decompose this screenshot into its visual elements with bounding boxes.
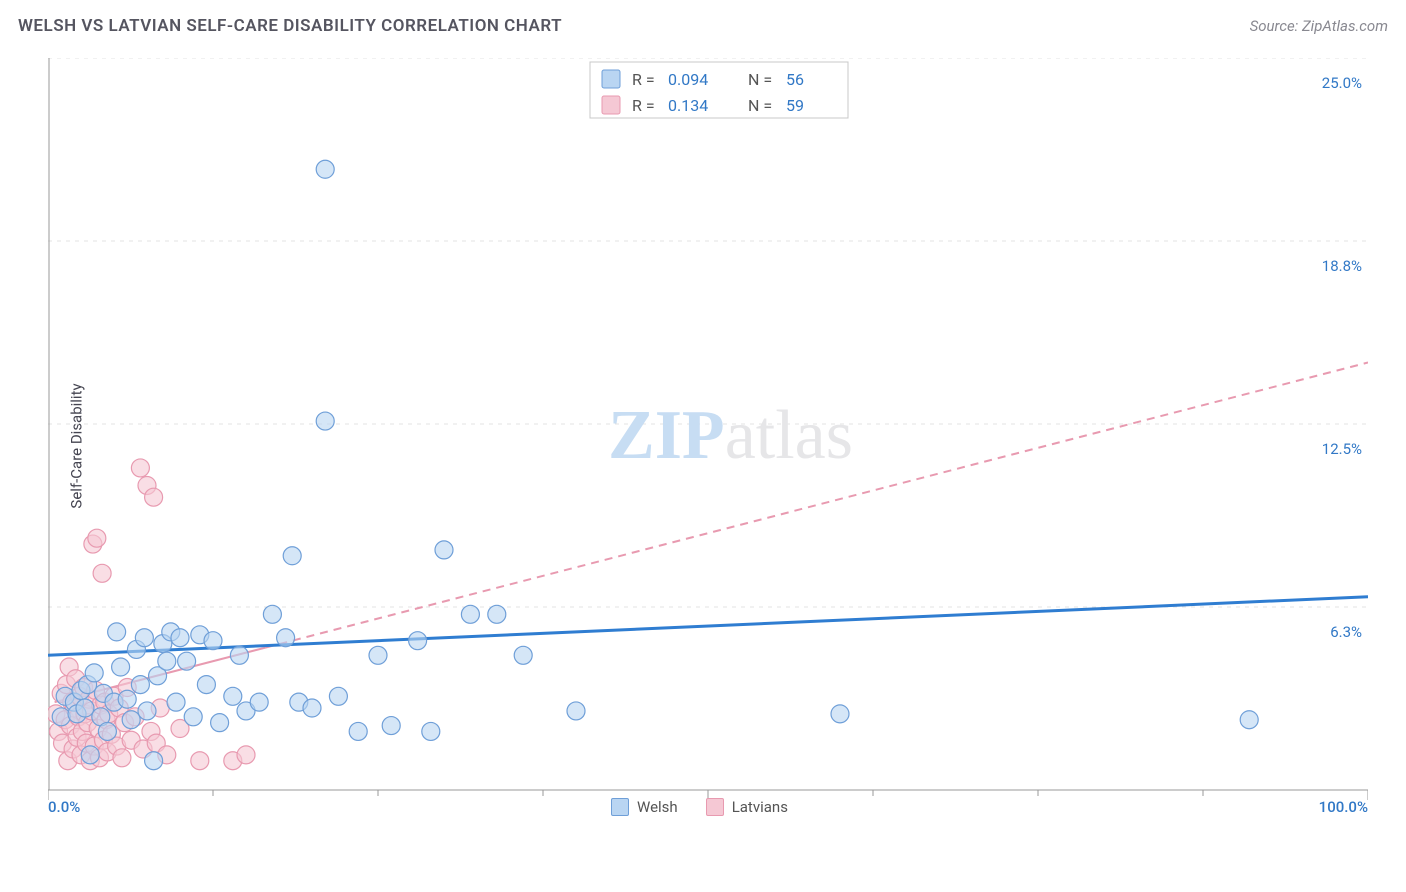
- point-welsh: [52, 708, 70, 726]
- legend-swatch-welsh: [611, 798, 629, 816]
- point-welsh: [316, 412, 334, 430]
- point-welsh: [76, 699, 94, 717]
- point-latvians: [191, 752, 209, 770]
- stats-n-value: 59: [786, 96, 804, 115]
- point-welsh: [138, 702, 156, 720]
- point-welsh: [567, 702, 585, 720]
- legend-label-latv: Latvians: [732, 798, 788, 816]
- scatter-chart-svg: 6.3% 12.5% 18.8% 25.0% ZIPatlas R = 0.094 N = 56…: [48, 58, 1368, 818]
- point-welsh: [167, 693, 185, 711]
- point-welsh: [211, 714, 229, 732]
- point-welsh: [488, 605, 506, 623]
- trendline-welsh: [48, 597, 1368, 656]
- point-welsh: [1240, 711, 1258, 729]
- point-welsh: [112, 658, 130, 676]
- point-welsh: [461, 605, 479, 623]
- point-latvians: [88, 529, 106, 547]
- point-welsh: [283, 547, 301, 565]
- point-welsh: [316, 160, 334, 178]
- point-welsh: [171, 629, 189, 647]
- stats-box: [590, 62, 848, 118]
- point-welsh: [131, 676, 149, 694]
- series-legend: Welsh Latvians: [611, 798, 788, 816]
- point-welsh: [178, 652, 196, 670]
- y-tick-label: 18.8%: [1322, 257, 1362, 275]
- source-label: Source: ZipAtlas.com: [1250, 17, 1388, 35]
- legend-swatch-latv: [706, 798, 724, 816]
- legend-label-welsh: Welsh: [637, 798, 678, 816]
- stats-n-label: N =: [748, 96, 772, 115]
- point-welsh: [250, 693, 268, 711]
- point-welsh: [135, 629, 153, 647]
- point-welsh: [224, 687, 242, 705]
- x-axis-max-label: 100.0%: [1319, 798, 1368, 816]
- chart-title: WELSH VS LATVIAN SELF-CARE DISABILITY CO…: [18, 16, 562, 36]
- x-axis-min-label: 0.0%: [48, 798, 80, 816]
- point-welsh: [831, 705, 849, 723]
- stats-r-value: 0.134: [668, 96, 708, 115]
- point-latvians: [237, 746, 255, 764]
- stats-r-label: R =: [632, 96, 655, 115]
- point-welsh: [514, 646, 532, 664]
- point-welsh: [118, 690, 136, 708]
- point-welsh: [204, 632, 222, 650]
- stats-swatch-welsh: [602, 70, 620, 88]
- point-welsh: [81, 746, 99, 764]
- stats-swatch-latv: [602, 96, 620, 114]
- point-welsh: [435, 541, 453, 559]
- point-welsh: [197, 676, 215, 694]
- point-welsh: [369, 646, 387, 664]
- stats-n-value: 56: [786, 70, 804, 89]
- point-welsh: [122, 711, 140, 729]
- point-latvians: [93, 564, 111, 582]
- point-welsh: [277, 629, 295, 647]
- legend-item-welsh: Welsh: [611, 798, 678, 816]
- point-welsh: [184, 708, 202, 726]
- point-welsh: [329, 687, 347, 705]
- chart-header: WELSH VS LATVIAN SELF-CARE DISABILITY CO…: [18, 16, 1388, 36]
- point-welsh: [85, 664, 103, 682]
- point-latvians: [131, 459, 149, 477]
- point-welsh: [382, 717, 400, 735]
- stats-r-label: R =: [632, 70, 655, 89]
- point-welsh: [230, 646, 248, 664]
- stats-r-value: 0.094: [668, 70, 708, 89]
- point-welsh: [108, 623, 126, 641]
- point-welsh: [349, 722, 367, 740]
- point-welsh: [263, 605, 281, 623]
- point-welsh: [303, 699, 321, 717]
- plot-area: 6.3% 12.5% 18.8% 25.0% ZIPatlas R = 0.094 N = 56…: [48, 58, 1368, 818]
- point-welsh: [158, 652, 176, 670]
- point-welsh: [145, 752, 163, 770]
- point-welsh: [409, 632, 427, 650]
- stats-n-label: N =: [748, 70, 772, 89]
- y-tick-label: 6.3%: [1330, 623, 1362, 641]
- y-tick-label: 12.5%: [1322, 440, 1362, 458]
- watermark: ZIPatlas: [608, 397, 853, 474]
- x-axis-footer: 0.0% Welsh Latvians 100.0%: [48, 798, 1368, 816]
- point-latvians: [113, 749, 131, 767]
- y-tick-label: 25.0%: [1322, 74, 1362, 92]
- point-welsh: [98, 722, 116, 740]
- legend-item-latv: Latvians: [706, 798, 788, 816]
- point-welsh: [422, 722, 440, 740]
- point-latvians: [145, 488, 163, 506]
